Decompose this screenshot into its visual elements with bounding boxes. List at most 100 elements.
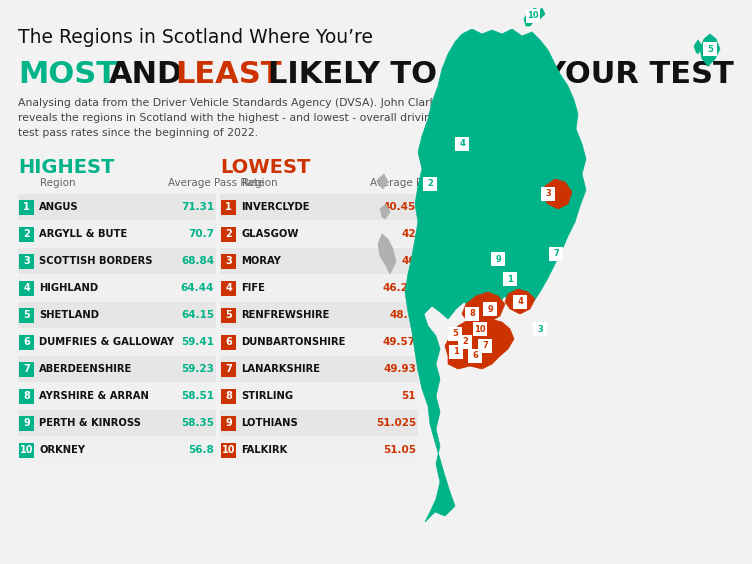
Text: 1: 1 <box>23 202 30 212</box>
Text: LANARKSHIRE: LANARKSHIRE <box>241 364 320 374</box>
Polygon shape <box>445 316 514 369</box>
Text: HIGHLAND: HIGHLAND <box>39 283 98 293</box>
Text: 4: 4 <box>517 297 523 306</box>
FancyBboxPatch shape <box>221 334 236 350</box>
FancyBboxPatch shape <box>503 272 517 286</box>
Text: 5: 5 <box>225 310 232 320</box>
Text: 64.15: 64.15 <box>181 310 214 320</box>
Polygon shape <box>700 34 720 66</box>
Polygon shape <box>378 234 396 274</box>
Text: 51: 51 <box>402 391 416 401</box>
FancyBboxPatch shape <box>448 327 462 341</box>
FancyBboxPatch shape <box>526 9 540 23</box>
Text: 7: 7 <box>23 364 30 374</box>
Text: 70.7: 70.7 <box>188 229 214 239</box>
Text: 59.41: 59.41 <box>181 337 214 347</box>
FancyBboxPatch shape <box>220 329 418 355</box>
Text: AYRSHIRE & ARRAN: AYRSHIRE & ARRAN <box>39 391 149 401</box>
FancyBboxPatch shape <box>220 356 418 382</box>
Text: ABERDEENSHIRE: ABERDEENSHIRE <box>39 364 132 374</box>
FancyBboxPatch shape <box>220 437 418 463</box>
Text: RENFREWSHIRE: RENFREWSHIRE <box>241 310 329 320</box>
FancyBboxPatch shape <box>19 200 34 214</box>
Text: 5: 5 <box>452 329 458 338</box>
FancyBboxPatch shape <box>449 345 463 359</box>
FancyBboxPatch shape <box>18 275 216 301</box>
FancyBboxPatch shape <box>533 322 547 336</box>
Text: 6: 6 <box>225 337 232 347</box>
Polygon shape <box>542 179 572 209</box>
Text: FIFE: FIFE <box>241 283 265 293</box>
FancyBboxPatch shape <box>221 389 236 403</box>
FancyBboxPatch shape <box>478 339 492 353</box>
FancyBboxPatch shape <box>465 307 479 321</box>
Text: ARGYLL & BUTE: ARGYLL & BUTE <box>39 229 127 239</box>
Text: SHETLAND: SHETLAND <box>39 310 99 320</box>
Text: LOWEST: LOWEST <box>220 158 311 177</box>
Polygon shape <box>462 292 505 326</box>
Text: 46: 46 <box>402 256 416 266</box>
Text: 7: 7 <box>482 341 488 350</box>
FancyBboxPatch shape <box>18 383 216 409</box>
FancyBboxPatch shape <box>483 302 497 316</box>
FancyBboxPatch shape <box>458 335 472 349</box>
FancyBboxPatch shape <box>468 349 482 363</box>
Text: LOTHIANS: LOTHIANS <box>241 418 298 428</box>
Text: 9: 9 <box>487 305 493 314</box>
Text: 10: 10 <box>475 324 486 333</box>
FancyBboxPatch shape <box>220 248 418 274</box>
FancyBboxPatch shape <box>18 302 216 328</box>
FancyBboxPatch shape <box>549 247 563 261</box>
FancyBboxPatch shape <box>703 42 717 56</box>
FancyBboxPatch shape <box>221 227 236 241</box>
Text: 58.51: 58.51 <box>181 391 214 401</box>
Text: DUNBARTONSHIRE: DUNBARTONSHIRE <box>241 337 345 347</box>
Text: 48.7: 48.7 <box>390 310 416 320</box>
Polygon shape <box>405 29 586 522</box>
Text: 8: 8 <box>469 310 475 319</box>
Text: 2: 2 <box>427 179 433 188</box>
Text: LEAST: LEAST <box>175 60 281 89</box>
FancyBboxPatch shape <box>220 275 418 301</box>
Text: PERTH & KINROSS: PERTH & KINROSS <box>39 418 141 428</box>
Text: INVERCLYDE: INVERCLYDE <box>241 202 310 212</box>
Text: 3: 3 <box>23 256 30 266</box>
FancyBboxPatch shape <box>19 362 34 377</box>
FancyBboxPatch shape <box>220 410 418 436</box>
FancyBboxPatch shape <box>19 253 34 268</box>
Text: ORKNEY: ORKNEY <box>39 445 85 455</box>
Polygon shape <box>505 289 535 314</box>
Text: Average Pass Rate: Average Pass Rate <box>168 178 264 188</box>
Text: 5: 5 <box>707 45 713 54</box>
Text: 2: 2 <box>462 337 468 346</box>
Text: GLASGOW: GLASGOW <box>241 229 299 239</box>
Text: LIKELY TO PASS YOUR TEST: LIKELY TO PASS YOUR TEST <box>268 60 734 89</box>
FancyBboxPatch shape <box>18 248 216 274</box>
Text: 3: 3 <box>537 324 543 333</box>
Polygon shape <box>524 8 540 26</box>
FancyBboxPatch shape <box>18 437 216 463</box>
Text: The Regions in Scotland Where You’re: The Regions in Scotland Where You’re <box>18 28 373 47</box>
Text: 49.93: 49.93 <box>383 364 416 374</box>
Text: 1: 1 <box>453 347 459 356</box>
Text: Average Pass Rate: Average Pass Rate <box>370 178 466 188</box>
FancyBboxPatch shape <box>513 295 527 309</box>
Text: 58.35: 58.35 <box>181 418 214 428</box>
Text: 1: 1 <box>507 275 513 284</box>
Text: 4: 4 <box>23 283 30 293</box>
Text: 64.44: 64.44 <box>180 283 214 293</box>
Text: 10: 10 <box>527 11 539 20</box>
FancyBboxPatch shape <box>455 137 469 151</box>
FancyBboxPatch shape <box>19 280 34 296</box>
Text: 4: 4 <box>225 283 232 293</box>
FancyBboxPatch shape <box>220 194 418 220</box>
FancyBboxPatch shape <box>220 221 418 247</box>
FancyBboxPatch shape <box>18 221 216 247</box>
Text: 7: 7 <box>553 249 559 258</box>
FancyBboxPatch shape <box>221 416 236 430</box>
FancyBboxPatch shape <box>19 334 34 350</box>
FancyBboxPatch shape <box>220 383 418 409</box>
FancyBboxPatch shape <box>221 307 236 323</box>
FancyBboxPatch shape <box>473 322 487 336</box>
Text: 2: 2 <box>225 229 232 239</box>
